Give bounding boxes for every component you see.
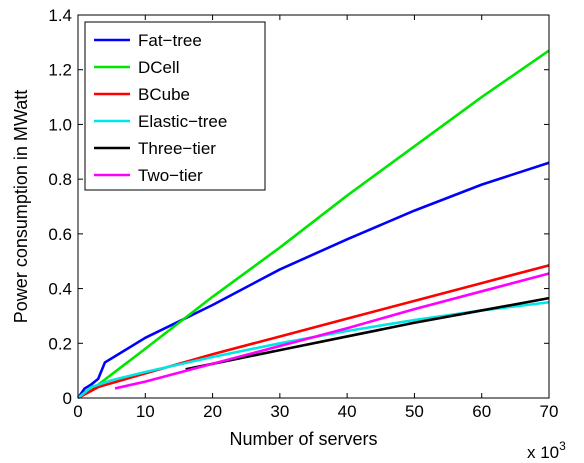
x-tick-label: 60 — [472, 402, 491, 421]
series-line-2 — [77, 264, 550, 400]
series-line-1 — [77, 49, 550, 400]
x-axis-multiplier: x 103 — [527, 439, 566, 462]
x-tick-label: 70 — [540, 402, 559, 421]
series-line-5 — [114, 272, 550, 390]
y-tick-label: 0.8 — [48, 170, 72, 189]
series-line-3 — [77, 300, 550, 400]
y-tick-label: 0.6 — [48, 225, 72, 244]
legend-label-5: Two−tier — [138, 166, 203, 185]
series-line-0 — [76, 161, 550, 399]
legend-label-3: Elastic−tree — [138, 112, 227, 131]
y-tick-label: 0 — [63, 389, 72, 408]
legend: Fat−tree DCell BCube Elastic−tree Three−tier… — [84, 21, 266, 191]
plot-frame — [77, 14, 550, 399]
y-axis-label: Power consumption in MWatt — [11, 90, 31, 323]
y-tick-label: 0.4 — [48, 280, 72, 299]
y-tick-label: 1.4 — [48, 6, 72, 25]
x-tick-label: 40 — [338, 402, 357, 421]
legend-label-2: BCube — [138, 85, 190, 104]
y-tick-label: 1.2 — [48, 61, 72, 80]
y-tick-label: 1.0 — [48, 115, 72, 134]
plot-area — [76, 49, 550, 400]
axes: 0 10 20 30 40 50 60 70 0 0.2 0.4 0.6 0.8 1.0 1.2 1.4 Num… — [11, 6, 566, 462]
y-tick-label: 0.2 — [48, 334, 72, 353]
x-tick-label: 30 — [270, 402, 289, 421]
x-tick-label: 10 — [136, 402, 155, 421]
x-axis-label: Number of servers — [229, 429, 377, 449]
x-axis-multiplier-exponent: 3 — [559, 439, 566, 453]
x-axis-multiplier-base: x 10 — [527, 443, 559, 462]
legend-box — [84, 21, 266, 191]
x-tick-label: 20 — [203, 402, 222, 421]
x-tick-label: 0 — [73, 402, 82, 421]
legend-label-4: Three−tier — [138, 139, 216, 158]
legend-label-0: Fat−tree — [138, 31, 202, 50]
x-tick-label: 50 — [405, 402, 424, 421]
legend-label-1: DCell — [138, 58, 180, 77]
